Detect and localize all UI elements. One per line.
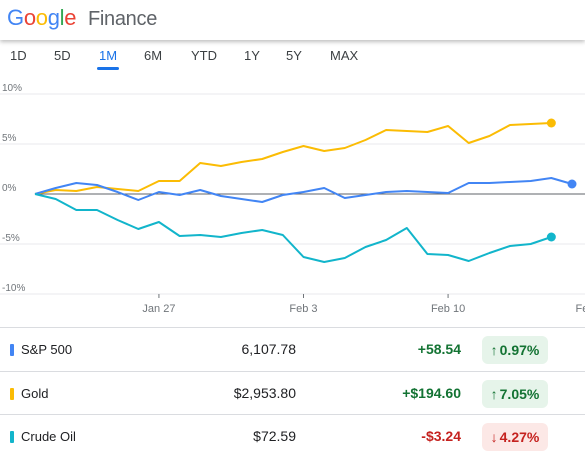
instrument-price: 6,107.78: [241, 341, 297, 357]
percent-value: 0.97%: [499, 342, 540, 358]
tab-max[interactable]: MAX: [330, 48, 359, 63]
table-row-crude-oil[interactable]: Crude Oil $72.59 -$3.24 ↓ 4.27%: [0, 414, 585, 458]
percent-change-badge: ↓ 4.27%: [482, 423, 548, 451]
instrument-name: Crude Oil: [21, 429, 76, 444]
y-tick-label: 0%: [2, 183, 17, 194]
price-change: +58.54: [417, 341, 461, 357]
series-swatch: [10, 344, 14, 356]
instrument-name: Gold: [21, 386, 49, 401]
app-header: Google Finance: [0, 0, 585, 40]
instrument-price: $72.59: [253, 428, 296, 444]
series-line: [34, 122, 552, 195]
y-tick-label: 5%: [2, 133, 17, 144]
series-line: [34, 193, 552, 263]
series-end-point: [546, 118, 556, 128]
instrument-name: S&P 500: [21, 342, 73, 357]
logo-suffix: Finance: [87, 8, 158, 30]
table-row-gold[interactable]: Gold $2,953.80 +$194.60 ↑ 7.05%: [0, 371, 585, 415]
tab-ytd[interactable]: YTD: [191, 48, 217, 63]
y-tick-label: 10%: [2, 83, 22, 94]
percent-change-badge: ↑ 0.97%: [482, 336, 548, 364]
x-tick-label: Feb 10: [431, 303, 465, 315]
arrow-up-icon: ↑: [490, 386, 498, 402]
time-range-tabs: 1D 5D 1M 6M YTD 1Y 5Y MAX: [0, 48, 585, 72]
x-tick-label: Jan 27: [142, 303, 175, 315]
instrument-price: $2,953.80: [233, 385, 296, 401]
y-tick-label: -5%: [2, 233, 20, 244]
google-finance-logo[interactable]: Google Finance: [7, 5, 157, 31]
price-change: -$3.24: [421, 428, 461, 444]
series-swatch: [10, 388, 14, 400]
arrow-down-icon: ↓: [490, 429, 498, 445]
series-line: [34, 177, 573, 203]
table-row-sp500[interactable]: S&P 500 6,107.78 +58.54 ↑ 0.97%: [0, 327, 585, 371]
percent-value: 7.05%: [499, 386, 540, 402]
y-tick-label: -10%: [2, 283, 25, 294]
tab-1m[interactable]: 1M: [99, 48, 118, 63]
tab-6m[interactable]: 6M: [144, 48, 163, 63]
tab-5y[interactable]: 5Y: [286, 48, 302, 63]
percent-change-badge: ↑ 7.05%: [482, 380, 548, 408]
tab-5d[interactable]: 5D: [54, 48, 71, 63]
percent-value: 4.27%: [499, 429, 540, 445]
tab-1y[interactable]: 1Y: [244, 48, 260, 63]
active-tab-indicator: [97, 67, 119, 70]
series-end-point: [546, 232, 556, 242]
x-tick-label: Feb 3: [289, 303, 317, 315]
series-swatch: [10, 431, 14, 443]
logo-word: Google: [7, 5, 77, 30]
series-end-point: [567, 179, 577, 189]
tab-1d[interactable]: 1D: [10, 48, 27, 63]
arrow-up-icon: ↑: [490, 342, 498, 358]
comparison-chart[interactable]: 10% 5% 0% -5% -10% Jan 27 Feb 3 Feb 10 Feb 18: [0, 80, 585, 320]
x-tick-label: Feb 18: [576, 303, 585, 315]
price-change: +$194.60: [402, 385, 461, 401]
